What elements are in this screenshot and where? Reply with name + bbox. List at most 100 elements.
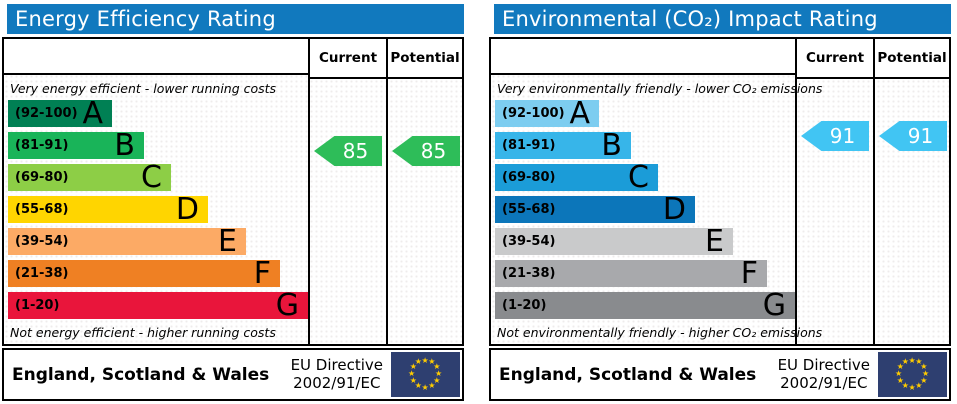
star-icon: ★: [414, 380, 422, 390]
star-icon: ★: [895, 369, 903, 378]
bands-column-header: [491, 39, 795, 75]
current-rating-arrow: 85: [314, 136, 382, 166]
band-row-g: (1-20) G: [495, 290, 795, 320]
star-icon: ★: [428, 380, 436, 390]
band-bar-g: (1-20) G: [495, 290, 795, 320]
current-arrow-area: 91: [797, 79, 873, 344]
star-icon: ★: [433, 362, 441, 372]
potential-arrow-area: 91: [875, 79, 949, 344]
band-bar-b: (81-91) B: [495, 127, 631, 163]
band-row-a: (92-100) A: [8, 98, 308, 128]
band-range-label: (81-91): [15, 138, 69, 153]
band-range-label: (1-20): [502, 298, 547, 313]
bands-column-body: Very energy efficient - lower running co…: [4, 75, 308, 344]
band-row-f: (21-38) F: [8, 258, 308, 288]
band-letter: D: [175, 191, 199, 227]
band-letter: D: [662, 191, 686, 227]
star-icon: ★: [908, 355, 916, 365]
star-icon: ★: [428, 357, 436, 367]
band-range-label: (21-38): [502, 266, 556, 281]
region-label: England, Scotland & Wales: [499, 364, 757, 385]
eu-directive-line1: EU Directive: [290, 356, 383, 375]
band-letter: B: [601, 127, 622, 163]
current-column-header: Current: [310, 39, 386, 79]
band-range-label: (39-54): [502, 234, 556, 249]
bands-column: Very energy efficient - lower running co…: [4, 39, 308, 344]
band-bar-d: (55-68) D: [8, 191, 208, 227]
band-letter: E: [218, 223, 237, 259]
panel-title: Energy Efficiency Rating: [15, 7, 276, 31]
current-arrow-area: 85: [310, 79, 386, 344]
band-range-label: (21-38): [15, 266, 69, 281]
potential-column: Potential 91: [873, 39, 949, 344]
potential-rating-arrow: 85: [392, 136, 460, 166]
band-bar-f: (21-38) F: [8, 258, 280, 288]
star-icon: ★: [896, 375, 904, 385]
star-icon: ★: [908, 382, 916, 392]
star-icon: ★: [409, 362, 417, 372]
star-icon: ★: [901, 357, 909, 367]
bottom-caption: Not energy efficient - higher running co…: [10, 325, 276, 340]
band-row-c: (69-80) C: [8, 159, 308, 195]
panel-footer: England, Scotland & Wales EU Directive 2…: [489, 348, 951, 401]
band-bar-e: (39-54) E: [495, 223, 733, 259]
co2-impact-panel: Environmental (CO₂) Impact Rating Very e…: [489, 4, 951, 401]
eu-flag-icon: ★ ★ ★ ★ ★ ★ ★ ★ ★ ★ ★ ★: [878, 352, 947, 397]
band-row-g: (1-20) G: [8, 290, 308, 320]
band-letter: E: [705, 223, 724, 259]
potential-column-header: Potential: [875, 39, 949, 79]
band-letter: C: [141, 159, 162, 195]
star-icon: ★: [433, 375, 441, 385]
band-range-label: (1-20): [15, 298, 60, 313]
star-icon: ★: [896, 362, 904, 372]
band-row-a: (92-100) A: [495, 95, 795, 131]
bands-column: Very environmentally friendly - lower CO…: [491, 39, 823, 344]
band-row-b: (81-91) B: [8, 127, 308, 163]
current-column: Current 91: [795, 39, 873, 344]
band-row-d: (55-68) D: [8, 191, 308, 227]
current-column: Current 85: [308, 39, 386, 344]
panel-title: Environmental (CO₂) Impact Rating: [502, 7, 878, 31]
panel-footer: England, Scotland & Wales EU Directive 2…: [2, 348, 464, 401]
band-row-f: (21-38) F: [495, 255, 795, 291]
band-bar-a: (92-100) A: [495, 95, 599, 131]
star-icon: ★: [915, 380, 923, 390]
band-letter: F: [740, 255, 758, 291]
band-range-label: (69-80): [15, 170, 69, 185]
band-range-label: (69-80): [502, 170, 556, 185]
band-range-label: (92-100): [15, 106, 78, 121]
star-icon: ★: [408, 369, 416, 378]
band-letter: A: [569, 95, 590, 131]
top-caption: Very environmentally friendly - lower CO…: [497, 81, 823, 96]
band-bar-c: (69-80) C: [8, 159, 171, 195]
star-icon: ★: [409, 375, 417, 385]
band-bar-c: (69-80) C: [495, 162, 658, 192]
top-caption: Very energy efficient - lower running co…: [10, 81, 277, 96]
eu-directive-label: EU Directive 2002/91/EC: [291, 357, 383, 392]
band-letter: B: [114, 127, 135, 163]
band-bar-b: (81-91) B: [8, 127, 144, 163]
band-range-label: (81-91): [502, 138, 556, 153]
band-bar-e: (39-54) E: [8, 223, 246, 259]
current-column-header: Current: [797, 39, 873, 79]
band-row-e: (39-54) E: [8, 223, 308, 259]
eu-directive-line1: EU Directive: [777, 356, 870, 375]
eu-directive-line2: 2002/91/EC: [293, 373, 381, 392]
energy-efficiency-panel: Energy Efficiency Rating Very energy eff…: [2, 4, 464, 401]
potential-column-header: Potential: [388, 39, 462, 79]
panel-title-bar: Environmental (CO₂) Impact Rating: [494, 4, 951, 34]
band-row-b: (81-91) B: [495, 127, 795, 163]
star-icon: ★: [920, 375, 928, 385]
band-bar-a: (92-100) A: [8, 98, 112, 128]
band-bar-d: (55-68) D: [495, 191, 695, 227]
star-icon: ★: [915, 357, 923, 367]
eu-flag-icon: ★ ★ ★ ★ ★ ★ ★ ★ ★ ★ ★ ★: [391, 352, 460, 397]
star-icon: ★: [421, 382, 429, 392]
star-icon: ★: [435, 369, 443, 378]
bottom-caption: Not environmentally friendly - higher CO…: [497, 325, 823, 340]
rating-chart: Very energy efficient - lower running co…: [2, 37, 464, 346]
band-bar-g: (1-20) G: [8, 290, 308, 320]
band-range-label: (39-54): [15, 234, 69, 249]
potential-column: Potential 85: [386, 39, 462, 344]
